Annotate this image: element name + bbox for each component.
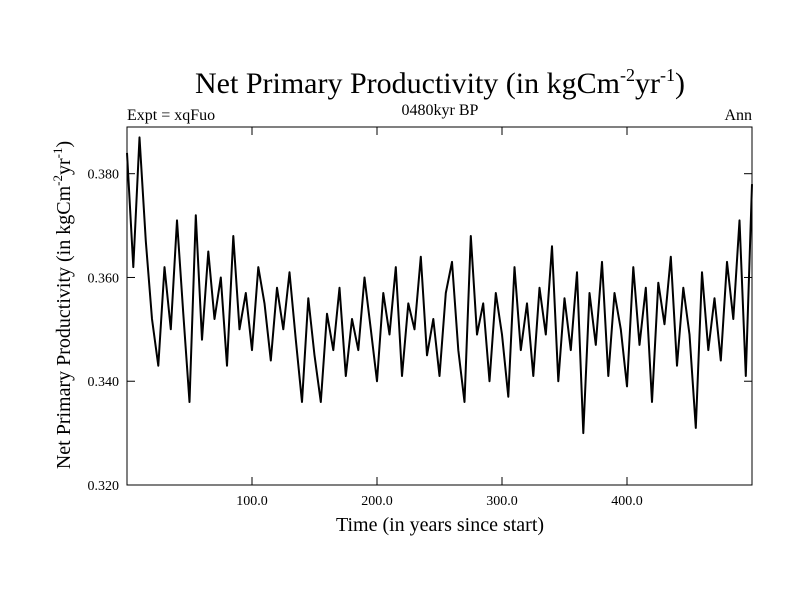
- npp-series-line: [126, 136, 753, 435]
- experiment-label: Expt = xqFuo: [127, 107, 215, 124]
- y-tick-label: 0.380: [88, 168, 120, 183]
- x-axis-ticks: 100.0 200.0 300.0 400.0: [236, 127, 643, 509]
- plot-frame: [126, 126, 753, 486]
- y-axis-ticks: 0.320 0.340 0.360 0.380: [88, 168, 752, 494]
- y-tick-label: 0.320: [88, 479, 120, 494]
- x-axis-label: Time (in years since start): [336, 514, 544, 536]
- period-label: 0480kyr BP: [402, 102, 479, 119]
- x-tick-label: 200.0: [361, 494, 393, 509]
- y-tick-label: 0.360: [88, 271, 120, 286]
- y-tick-label: 0.340: [88, 375, 120, 390]
- x-tick-label: 400.0: [611, 494, 643, 509]
- x-tick-label: 100.0: [236, 494, 268, 509]
- chart-title: Net Primary Productivity (in kgCm-2yr-1): [195, 65, 685, 100]
- y-axis-label: Net Primary Productivity (in kgCm-2yr-1): [50, 141, 75, 469]
- season-label: Ann: [724, 107, 752, 124]
- x-tick-label: 300.0: [486, 494, 518, 509]
